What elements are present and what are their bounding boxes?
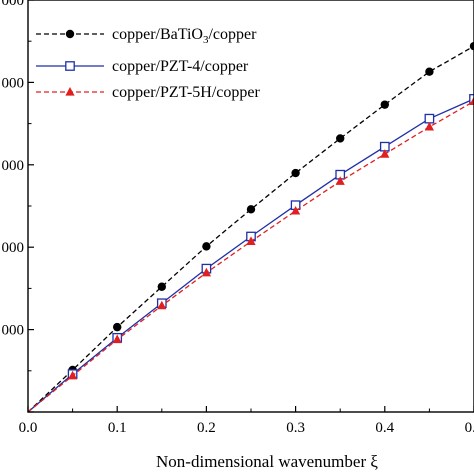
legend-label-2: copper/PZT-5H/copper [112, 84, 260, 101]
series-2-point-6 [291, 205, 301, 215]
series-line-1 [28, 98, 474, 412]
series-2-point-2 [112, 334, 122, 344]
series-2-point-4 [201, 267, 211, 277]
series-0 [28, 41, 474, 412]
y-tick-label-4: 000 [2, 75, 25, 91]
x-axis-title: Non-dimensional wavenumber ξ [156, 452, 378, 471]
series-line-0 [28, 45, 474, 412]
legend-marker-0 [65, 29, 75, 39]
axis-ticks: 0.0 0.1 0.2 0.3 0.4 0.5 000 000 000 000 000 [2, 0, 474, 436]
series-layer [28, 41, 474, 412]
legend-marker-1 [65, 61, 75, 71]
y-tick-label-1: 000 [2, 323, 25, 339]
series-0-point-3 [157, 282, 166, 291]
series-0-point-2 [113, 322, 122, 332]
series-1-point-9 [424, 113, 435, 124]
series-0-point-8 [380, 100, 389, 109]
series-0-point-6 [291, 168, 300, 178]
legend-marker-2 [65, 87, 75, 96]
y-tick-label-2: 000 [2, 240, 25, 256]
y-tick-label-3: 000 [2, 158, 25, 174]
x-tick-label-0: 0.0 [19, 420, 38, 436]
series-2-point-8 [380, 149, 390, 158]
series-0-point-9 [425, 67, 434, 76]
series-0-point-4 [202, 242, 211, 251]
series-2-point-9 [424, 121, 434, 131]
series-2-point-3 [157, 300, 167, 310]
series-2-point-7 [335, 176, 345, 185]
x-tick-label-5: 0.5 [465, 420, 474, 436]
series-2 [28, 96, 474, 412]
legend-label-1: copper/PZT-4/copper [112, 58, 249, 75]
y-tick-label-5: 000 [2, 0, 25, 9]
legend: copper/BaTiO3/copper copper/PZT-4/copper c… [36, 26, 260, 101]
x-tick-label-2: 0.2 [197, 420, 216, 436]
series-2-point-1 [68, 370, 78, 380]
series-0-point-7 [336, 134, 345, 143]
series-0-point-5 [246, 205, 256, 214]
series-line-2 [28, 100, 474, 412]
x-tick-label-3: 0.3 [286, 420, 305, 436]
series-1 [28, 94, 474, 412]
x-tick-label-1: 0.1 [108, 420, 127, 436]
series-0-point-10 [469, 41, 474, 51]
legend-label-0: copper/BaTiO3/copper [112, 26, 257, 46]
x-tick-label-4: 0.4 [375, 420, 394, 436]
series-2-point-10 [469, 96, 474, 105]
series-2-point-5 [246, 236, 256, 246]
